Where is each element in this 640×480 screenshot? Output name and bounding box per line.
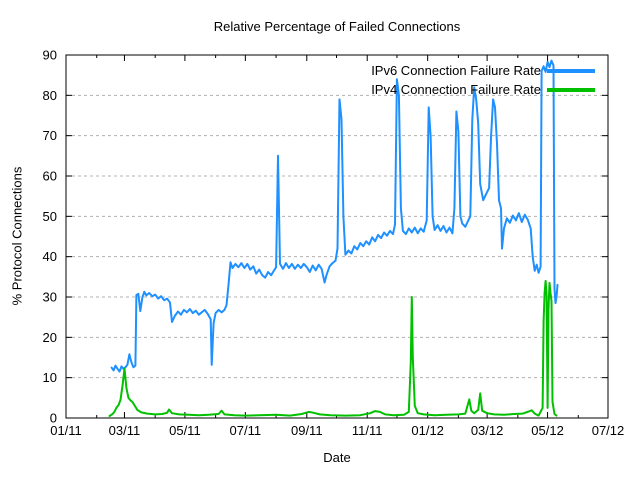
x-tick-label: 11/11 bbox=[352, 423, 383, 438]
legend-label-ipv6: IPv6 Connection Failure Rate bbox=[371, 63, 541, 78]
x-tick-label: 03/11 bbox=[109, 423, 141, 438]
y-tick-label: 20 bbox=[43, 330, 57, 345]
legend-item-ipv4: IPv4 Connection Failure Rate bbox=[371, 80, 595, 99]
y-tick-label: 0 bbox=[50, 411, 57, 426]
chart-title: Relative Percentage of Failed Connection… bbox=[213, 19, 461, 34]
x-tick-label: 01/12 bbox=[411, 423, 444, 438]
x-tick-label: 07/12 bbox=[592, 423, 625, 438]
y-tick-label: 50 bbox=[43, 209, 57, 224]
y-tick-label: 10 bbox=[43, 370, 57, 385]
x-tick-label: 05/11 bbox=[169, 423, 201, 438]
ipv6-line bbox=[110, 59, 559, 373]
y-tick-label: 90 bbox=[43, 48, 57, 63]
plot-border bbox=[65, 54, 609, 419]
x-axis-label: Date bbox=[323, 450, 351, 465]
legend-label-ipv4: IPv4 Connection Failure Rate bbox=[371, 82, 541, 97]
y-tick-label: 80 bbox=[43, 88, 57, 103]
ipv4-line bbox=[108, 279, 558, 417]
y-tick-label: 30 bbox=[43, 290, 57, 305]
legend-line-ipv6 bbox=[547, 68, 595, 73]
y-tick-label: 60 bbox=[43, 169, 57, 184]
legend-line-ipv4 bbox=[547, 87, 595, 92]
x-tick-label: 07/11 bbox=[230, 423, 262, 438]
x-tick-label: 01/11 bbox=[50, 423, 82, 438]
y-tick-label: 70 bbox=[43, 128, 57, 143]
x-tick-label: 03/12 bbox=[471, 423, 504, 438]
legend-item-ipv6: IPv6 Connection Failure Rate bbox=[371, 61, 595, 80]
y-tick-label: 40 bbox=[43, 249, 57, 264]
x-tick-label: 05/12 bbox=[531, 423, 564, 438]
x-tick-label: 09/11 bbox=[291, 423, 323, 438]
legend: IPv6 Connection Failure Rate IPv4 Connec… bbox=[371, 61, 595, 99]
